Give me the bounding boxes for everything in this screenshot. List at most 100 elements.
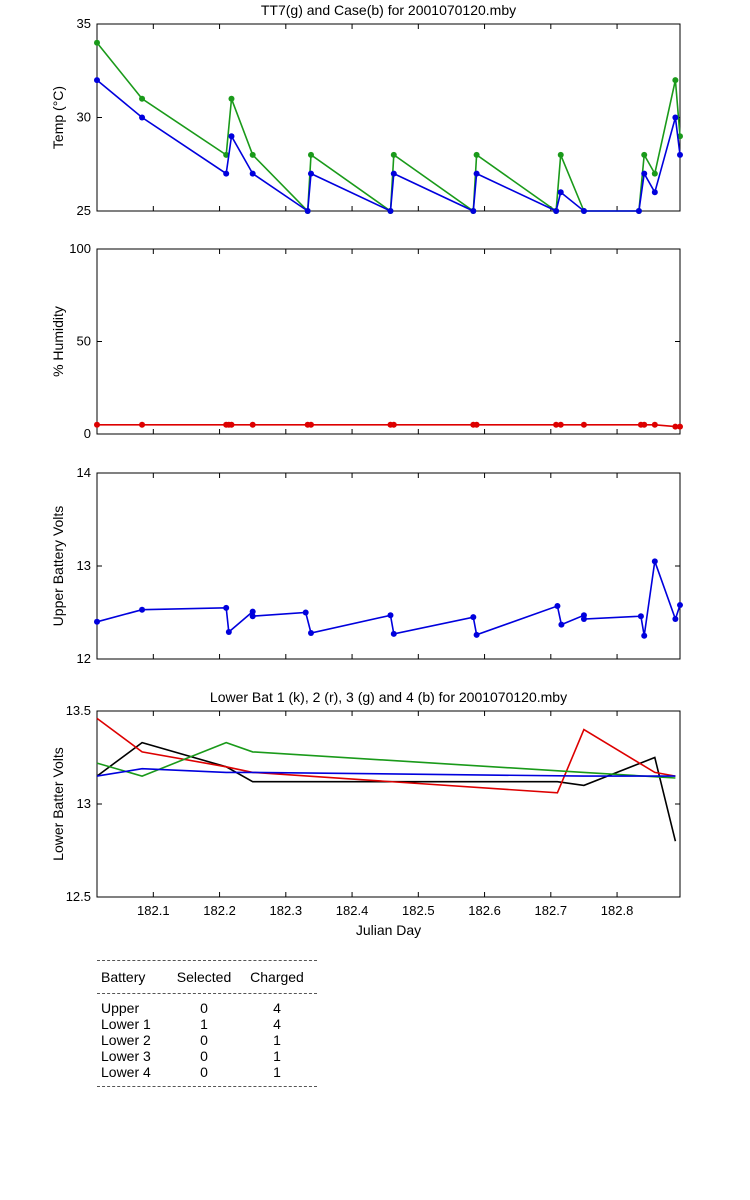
data-point-green bbox=[641, 151, 648, 158]
table-header-row: Battery Selected Charged bbox=[97, 961, 317, 993]
data-point-red bbox=[390, 421, 397, 428]
data-point-blue bbox=[307, 170, 314, 177]
y-axis-label: Temp (°C) bbox=[50, 86, 66, 149]
data-point-blue bbox=[672, 616, 679, 623]
series-line-blue bbox=[96, 79, 681, 213]
data-point-blue bbox=[304, 208, 311, 214]
plot-frame bbox=[96, 472, 681, 660]
data-point-blue bbox=[139, 606, 146, 613]
cell-battery: Upper bbox=[101, 1000, 140, 1016]
data-point-blue bbox=[249, 613, 256, 620]
data-point-green bbox=[390, 151, 397, 158]
data-point-blue bbox=[94, 618, 100, 625]
chart-title: TT7(g) and Case(b) for 2001070120.mby bbox=[261, 2, 516, 18]
data-point-red bbox=[580, 421, 587, 428]
data-point-blue bbox=[387, 208, 394, 214]
x-axis-label: Julian Day bbox=[356, 922, 421, 938]
x-tick-label: 182.5 bbox=[402, 903, 435, 918]
data-point-blue bbox=[470, 208, 477, 214]
data-point-red bbox=[651, 421, 658, 428]
data-point-blue bbox=[637, 613, 644, 620]
data-point-red bbox=[307, 421, 314, 428]
series-line-green bbox=[96, 741, 676, 779]
data-point-red bbox=[557, 421, 564, 428]
series-line-green bbox=[96, 42, 681, 213]
data-point-green bbox=[139, 95, 146, 102]
data-point-blue bbox=[580, 616, 587, 623]
data-point-blue bbox=[558, 621, 565, 628]
data-point-green bbox=[651, 170, 658, 177]
data-point-green bbox=[249, 151, 256, 158]
data-point-blue bbox=[473, 170, 480, 177]
cell-selected: 0 bbox=[200, 1048, 208, 1064]
cell-charged: 1 bbox=[273, 1064, 281, 1080]
data-point-blue bbox=[390, 630, 397, 637]
data-point-red bbox=[553, 421, 560, 428]
cell-charged: 1 bbox=[273, 1032, 281, 1048]
cell-battery: Lower 1 bbox=[101, 1016, 151, 1032]
battery-summary-table: Battery Selected Charged Upper 0 4 Lower… bbox=[97, 960, 317, 1087]
y-tick-label: 30 bbox=[77, 110, 91, 125]
cell-battery: Lower 2 bbox=[101, 1032, 151, 1048]
data-point-red bbox=[249, 421, 256, 428]
data-point-blue bbox=[302, 609, 309, 616]
data-point-blue bbox=[677, 151, 683, 158]
data-point-blue bbox=[554, 602, 561, 609]
y-tick-label: 35 bbox=[77, 16, 91, 31]
data-point-red bbox=[94, 421, 100, 428]
y-tick-label: 13 bbox=[77, 796, 91, 811]
charts-canvas: 25 30 35 TT7(g) and Case(b) for 2001070120.… bbox=[50, 2, 683, 938]
data-point-green bbox=[557, 151, 564, 158]
y-axis-label: Lower Batter Volts bbox=[50, 747, 66, 861]
x-tick-label: 182.4 bbox=[336, 903, 369, 918]
cell-battery: Lower 4 bbox=[101, 1064, 151, 1080]
cell-selected: 0 bbox=[200, 1032, 208, 1048]
header-charged: Charged bbox=[250, 969, 304, 985]
plot-frame bbox=[96, 248, 681, 435]
data-point-blue bbox=[580, 208, 587, 214]
series-line-black bbox=[96, 741, 677, 842]
data-point-green bbox=[94, 39, 100, 46]
y-tick-label: 13.5 bbox=[66, 703, 91, 718]
cell-selected: 0 bbox=[200, 1064, 208, 1080]
data-point-blue bbox=[641, 170, 648, 177]
y-tick-label: 100 bbox=[69, 241, 91, 256]
data-point-blue bbox=[249, 170, 256, 177]
chart-title: Lower Bat 1 (k), 2 (r), 3 (g) and 4 (b) … bbox=[210, 689, 567, 705]
cell-charged: 4 bbox=[273, 1016, 281, 1032]
series-line-red bbox=[96, 717, 676, 794]
data-point-red bbox=[228, 421, 235, 428]
data-point-red bbox=[672, 423, 679, 430]
y-tick-label: 13 bbox=[77, 558, 91, 573]
data-point-blue bbox=[473, 631, 480, 638]
data-point-blue bbox=[139, 114, 146, 121]
series-line-blue bbox=[96, 767, 676, 777]
table-row: Lower 1 1 4 bbox=[97, 1016, 317, 1032]
data-point-blue bbox=[307, 629, 314, 636]
cell-selected: 0 bbox=[200, 1000, 208, 1016]
y-tick-label: 0 bbox=[84, 426, 91, 441]
y-tick-label: 25 bbox=[77, 203, 91, 218]
data-point-green bbox=[223, 151, 230, 158]
table-row: Upper 0 4 bbox=[97, 1000, 317, 1016]
plot-frame bbox=[96, 710, 681, 898]
header-selected: Selected bbox=[176, 969, 232, 985]
data-point-blue bbox=[390, 170, 397, 177]
data-point-blue bbox=[651, 189, 658, 196]
x-tick-label: 182.3 bbox=[270, 903, 303, 918]
data-point-red bbox=[473, 421, 480, 428]
data-point-blue bbox=[249, 608, 256, 615]
data-point-red bbox=[677, 423, 683, 430]
y-tick-label: 12 bbox=[77, 651, 91, 666]
y-tick-label: 12.5 bbox=[66, 889, 91, 904]
data-point-green bbox=[228, 95, 235, 102]
data-point-blue bbox=[387, 612, 394, 619]
data-point-blue bbox=[223, 170, 230, 177]
data-point-blue bbox=[225, 629, 232, 636]
cell-selected: 1 bbox=[200, 1016, 208, 1032]
table-row: Lower 2 0 1 bbox=[97, 1032, 317, 1048]
cell-charged: 1 bbox=[273, 1048, 281, 1064]
y-axis-label: Upper Battery Volts bbox=[50, 506, 66, 627]
data-point-blue bbox=[677, 602, 683, 609]
data-point-green bbox=[672, 77, 679, 84]
